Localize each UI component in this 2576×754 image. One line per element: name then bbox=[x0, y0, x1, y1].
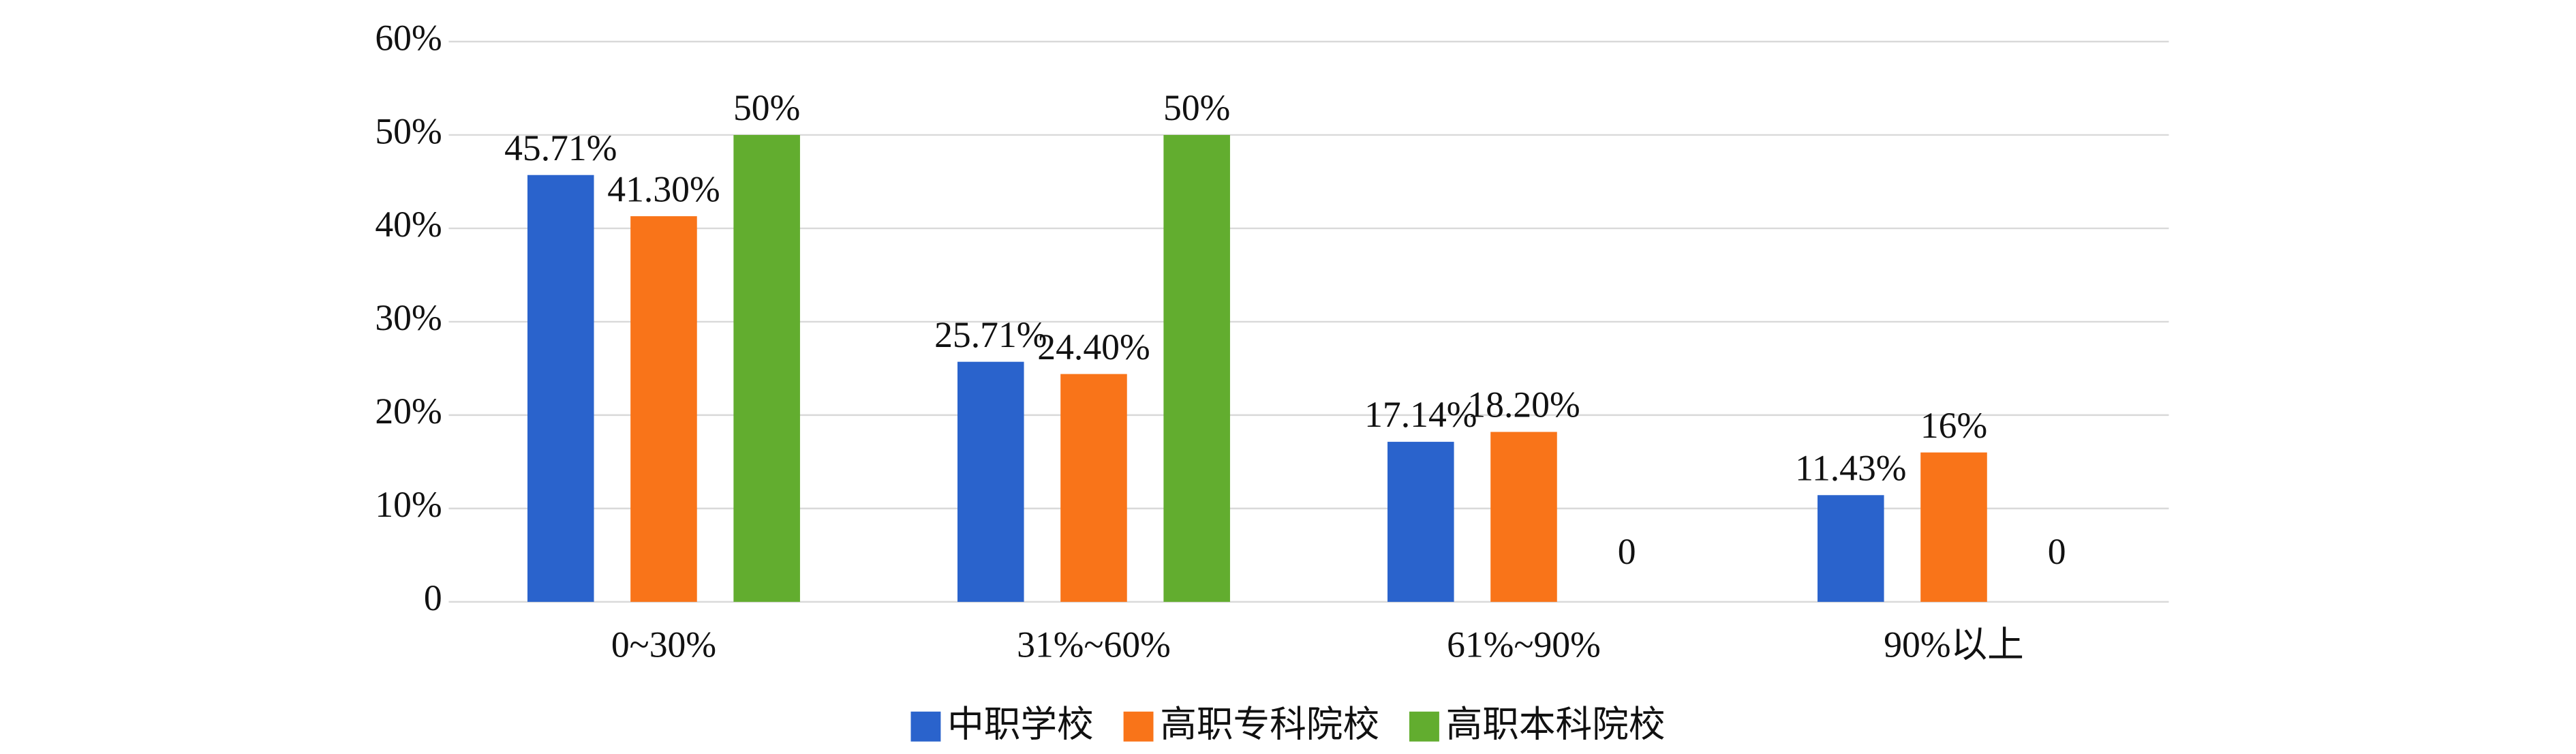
data-label: 50% bbox=[1163, 87, 1230, 128]
y-tick-label: 20% bbox=[375, 391, 442, 432]
bar bbox=[1163, 134, 1230, 602]
data-label: 41.30% bbox=[607, 168, 720, 209]
legend-marker bbox=[1123, 711, 1154, 742]
legend-label: 高职本科院校 bbox=[1446, 702, 1666, 745]
data-label: 24.40% bbox=[1037, 327, 1150, 367]
y-tick-label: 50% bbox=[375, 110, 442, 151]
x-tick-label: 0~30% bbox=[611, 624, 716, 665]
legend-marker bbox=[1409, 711, 1439, 742]
x-tick-label: 90%以上 bbox=[1884, 624, 2024, 665]
bar bbox=[1387, 442, 1454, 602]
data-label: 18.20% bbox=[1467, 384, 1580, 425]
bar bbox=[1818, 495, 1884, 602]
bar bbox=[630, 216, 697, 602]
y-tick-label: 30% bbox=[375, 297, 442, 338]
data-label: 16% bbox=[1920, 405, 1987, 446]
x-tick-label: 61%~90% bbox=[1447, 624, 1601, 665]
data-label: 45.71% bbox=[504, 127, 617, 168]
bar bbox=[527, 175, 594, 602]
y-tick-label: 40% bbox=[375, 204, 442, 245]
legend-marker bbox=[910, 711, 941, 742]
y-tick-label: 0 bbox=[424, 577, 442, 618]
data-label: 0 bbox=[1618, 531, 1636, 572]
y-tick-label: 60% bbox=[375, 17, 442, 58]
bar bbox=[1490, 432, 1557, 602]
legend-label: 中职学校 bbox=[947, 702, 1094, 745]
data-label: 25.71% bbox=[934, 314, 1047, 355]
data-label: 11.43% bbox=[1795, 447, 1906, 488]
bar bbox=[1920, 452, 1987, 602]
data-label: 50% bbox=[733, 87, 800, 128]
bar bbox=[733, 134, 800, 602]
y-tick-label: 10% bbox=[375, 484, 442, 525]
x-tick-label: 31%~60% bbox=[1017, 624, 1171, 665]
bar bbox=[957, 361, 1024, 602]
data-label: 17.14% bbox=[1364, 394, 1477, 435]
data-label: 0 bbox=[2048, 531, 2066, 572]
bar bbox=[1060, 374, 1127, 602]
legend-label: 高职专科院校 bbox=[1160, 702, 1379, 745]
